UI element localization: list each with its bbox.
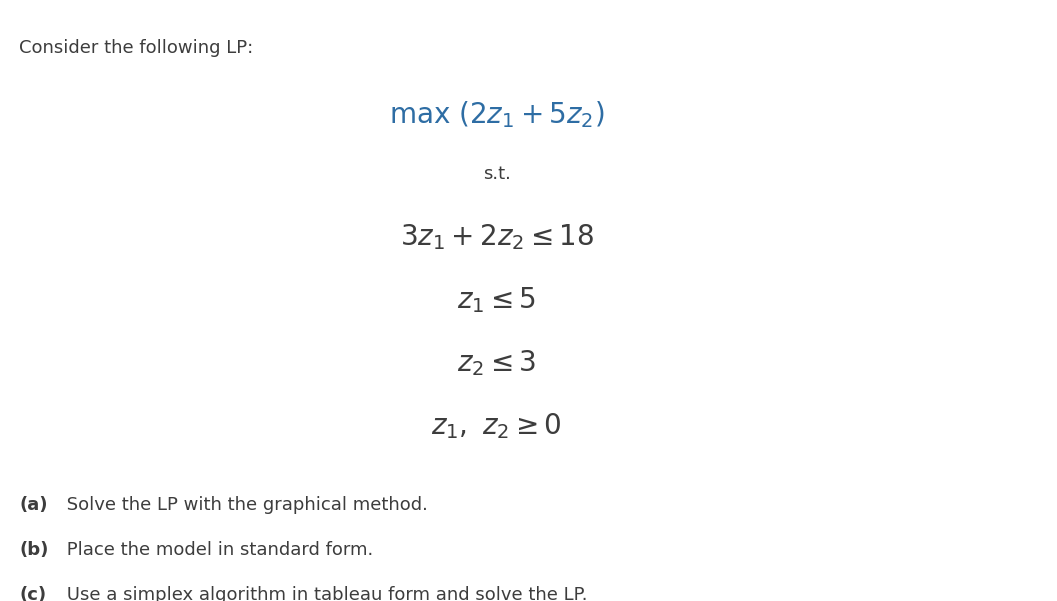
Text: s.t.: s.t. [483, 165, 511, 183]
Text: $\mathrm{max}\ (2z_1 + 5z_2)$: $\mathrm{max}\ (2z_1 + 5z_2)$ [389, 99, 605, 130]
Text: $z_1,\ z_2 \geq 0$: $z_1,\ z_2 \geq 0$ [431, 412, 562, 442]
Text: (c): (c) [19, 586, 47, 601]
Text: (b): (b) [19, 541, 49, 559]
Text: $z_2 \leq 3$: $z_2 \leq 3$ [457, 349, 537, 379]
Text: Place the model in standard form.: Place the model in standard form. [61, 541, 373, 559]
Text: Solve the LP with the graphical method.: Solve the LP with the graphical method. [61, 496, 428, 514]
Text: $z_1 \leq 5$: $z_1 \leq 5$ [458, 285, 536, 316]
Text: Consider the following LP:: Consider the following LP: [19, 39, 254, 57]
Text: Use a simplex algorithm in tableau form and solve the LP.: Use a simplex algorithm in tableau form … [61, 586, 588, 601]
Text: (a): (a) [19, 496, 48, 514]
Text: $3z_1 + 2z_2 \leq 18$: $3z_1 + 2z_2 \leq 18$ [400, 222, 594, 252]
